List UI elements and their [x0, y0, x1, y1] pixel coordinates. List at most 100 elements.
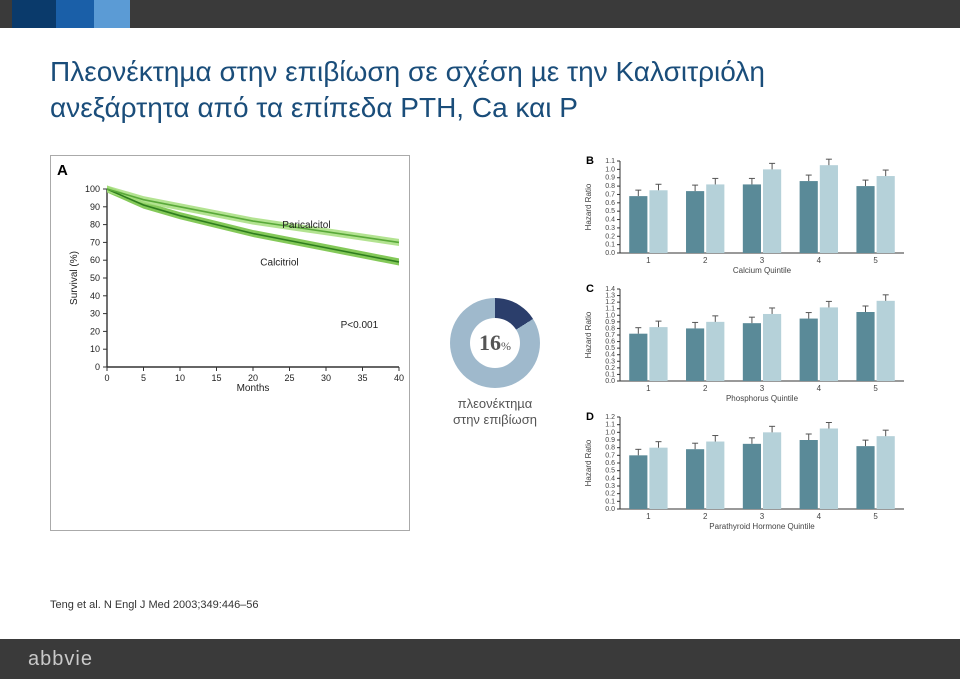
svg-text:40: 40 — [90, 291, 100, 301]
svg-text:1.1: 1.1 — [605, 305, 615, 312]
svg-text:35: 35 — [357, 373, 367, 383]
abbvie-logo: abbvie — [28, 648, 93, 671]
svg-text:Paricalcitol: Paricalcitol — [282, 220, 330, 231]
svg-text:5: 5 — [141, 373, 146, 383]
survival-panel: A 01020304050607080901000510152025303540… — [50, 155, 410, 531]
svg-text:10: 10 — [175, 373, 185, 383]
svg-text:Hazard Ratio: Hazard Ratio — [584, 311, 593, 358]
donut-unit: % — [501, 339, 511, 353]
svg-text:0.4: 0.4 — [605, 216, 615, 223]
bar-seg-dark — [12, 0, 56, 28]
svg-text:30: 30 — [90, 308, 100, 318]
svg-text:0.2: 0.2 — [605, 490, 615, 497]
svg-text:C: C — [586, 283, 594, 295]
svg-text:0.7: 0.7 — [605, 191, 615, 198]
svg-text:Hazard Ratio: Hazard Ratio — [584, 183, 593, 230]
donut-icon: 16% — [450, 298, 540, 388]
svg-text:0.0: 0.0 — [605, 250, 615, 257]
bar-seg-blue — [56, 0, 94, 28]
svg-text:70: 70 — [90, 237, 100, 247]
svg-text:0.1: 0.1 — [605, 498, 615, 505]
svg-text:0.3: 0.3 — [605, 483, 615, 490]
bar-chart-calcium: 0.00.10.20.30.40.50.60.70.80.91.01.1Haza… — [580, 155, 910, 275]
svg-text:P<0.001: P<0.001 — [341, 320, 379, 331]
svg-text:2: 2 — [703, 384, 708, 393]
svg-text:20: 20 — [248, 373, 258, 383]
svg-text:0.8: 0.8 — [605, 444, 615, 451]
svg-text:30: 30 — [321, 373, 331, 383]
svg-text:0.6: 0.6 — [605, 460, 615, 467]
chart-row: A 01020304050607080901000510152025303540… — [50, 155, 910, 531]
svg-text:0.6: 0.6 — [605, 200, 615, 207]
bar-charts-column: 0.00.10.20.30.40.50.60.70.80.91.01.1Haza… — [580, 155, 910, 531]
svg-text:1: 1 — [646, 256, 651, 265]
svg-text:0.3: 0.3 — [605, 358, 615, 365]
bar-chart-phosphorus: 0.00.10.20.30.40.50.60.70.80.91.01.11.21… — [580, 283, 910, 403]
svg-text:0.3: 0.3 — [605, 225, 615, 232]
svg-text:1.1: 1.1 — [605, 421, 615, 428]
svg-text:0.8: 0.8 — [605, 325, 615, 332]
svg-text:1.0: 1.0 — [605, 312, 615, 319]
svg-text:0.5: 0.5 — [605, 345, 615, 352]
bar-chart-pth: 0.00.10.20.30.40.50.60.70.80.91.01.11.2 H… — [580, 411, 910, 531]
citation: Teng et al. N Engl J Med 2003;349:446–56 — [50, 599, 259, 611]
svg-text:Calcium Quintile: Calcium Quintile — [733, 266, 792, 275]
svg-text:60: 60 — [90, 255, 100, 265]
svg-text:0.9: 0.9 — [605, 319, 615, 326]
svg-text:4: 4 — [817, 256, 822, 265]
svg-text:Phosphorus Quintile: Phosphorus Quintile — [726, 394, 799, 403]
svg-text:2: 2 — [703, 512, 708, 521]
svg-text:0.9: 0.9 — [605, 175, 615, 182]
svg-text:B: B — [586, 155, 594, 167]
svg-text:80: 80 — [90, 219, 100, 229]
svg-text:0.7: 0.7 — [605, 452, 615, 459]
panel-a-label: A — [57, 162, 403, 179]
svg-text:0.0: 0.0 — [605, 378, 615, 385]
svg-text:1.0: 1.0 — [605, 429, 615, 436]
svg-text:1.2: 1.2 — [605, 414, 615, 421]
svg-text:1.2: 1.2 — [605, 299, 615, 306]
svg-text:40: 40 — [394, 373, 404, 383]
svg-text:0.4: 0.4 — [605, 475, 615, 482]
svg-text:0.9: 0.9 — [605, 437, 615, 444]
svg-text:0.5: 0.5 — [605, 208, 615, 215]
bar-seg-light — [94, 0, 130, 28]
svg-text:0: 0 — [95, 362, 100, 372]
svg-text:4: 4 — [817, 512, 822, 521]
svg-text:0.7: 0.7 — [605, 332, 615, 339]
svg-text:3: 3 — [760, 256, 765, 265]
donut-center: 16% — [470, 318, 520, 368]
svg-text:100: 100 — [85, 184, 100, 194]
svg-text:90: 90 — [90, 202, 100, 212]
svg-text:1.1: 1.1 — [605, 158, 615, 165]
donut-caption-l2: στην επιβίωση — [453, 412, 537, 427]
svg-text:0: 0 — [104, 373, 109, 383]
svg-text:Hazard Ratio: Hazard Ratio — [584, 439, 593, 486]
svg-text:3: 3 — [760, 512, 765, 521]
donut-value: 16% — [479, 330, 511, 356]
donut-block: 16% πλεονέκτηµα στην επιβίωση — [430, 195, 560, 531]
svg-text:5: 5 — [873, 512, 878, 521]
svg-text:0.6: 0.6 — [605, 338, 615, 345]
svg-text:0.1: 0.1 — [605, 371, 615, 378]
footer: abbvie — [0, 639, 960, 679]
svg-text:10: 10 — [90, 344, 100, 354]
svg-text:50: 50 — [90, 273, 100, 283]
svg-text:2: 2 — [703, 256, 708, 265]
donut-caption: πλεονέκτηµα στην επιβίωση — [453, 396, 537, 429]
svg-text:1: 1 — [646, 384, 651, 393]
svg-text:1.3: 1.3 — [605, 292, 615, 299]
svg-text:3: 3 — [760, 384, 765, 393]
svg-text:25: 25 — [284, 373, 294, 383]
svg-text:5: 5 — [873, 384, 878, 393]
svg-text:Parathyroid Hormone Quintile: Parathyroid Hormone Quintile — [709, 522, 815, 531]
svg-text:5: 5 — [873, 256, 878, 265]
survival-chart: 01020304050607080901000510152025303540Mo… — [65, 183, 405, 393]
svg-text:0.0: 0.0 — [605, 506, 615, 513]
svg-text:0.5: 0.5 — [605, 467, 615, 474]
svg-text:1: 1 — [646, 512, 651, 521]
svg-text:0.8: 0.8 — [605, 183, 615, 190]
slide-content: Πλεονέκτηµα στην επιβίωση σε σχέση µε τη… — [0, 28, 960, 531]
svg-text:1.4: 1.4 — [605, 286, 615, 293]
svg-text:15: 15 — [211, 373, 221, 383]
